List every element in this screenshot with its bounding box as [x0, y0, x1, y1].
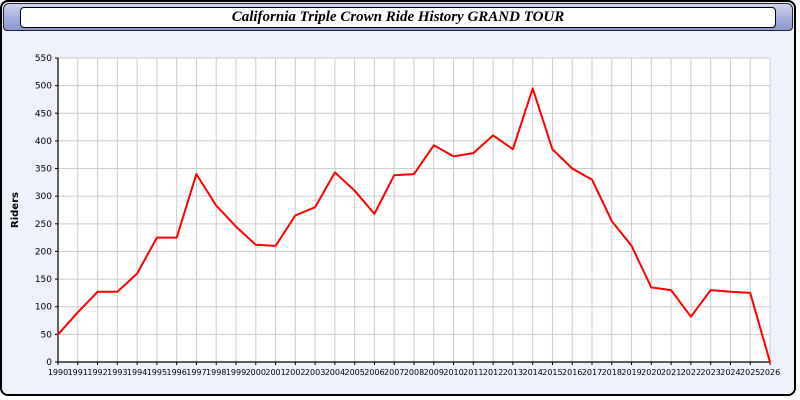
- x-tick-label: 2015: [542, 368, 562, 377]
- y-tick-label: 500: [35, 82, 52, 92]
- title-box: California Triple Crown Ride History GRA…: [19, 6, 777, 28]
- x-tick-label: 2020: [641, 368, 661, 377]
- x-tick-label: 2014: [522, 368, 542, 377]
- x-tick-label: 1996: [166, 368, 186, 377]
- y-axis-label: Riders: [10, 192, 21, 228]
- x-tick-label: 2021: [661, 368, 681, 377]
- x-tick-label: 2025: [740, 368, 760, 377]
- x-tick-label: 1994: [127, 368, 147, 377]
- x-tick-label: 1992: [87, 368, 107, 377]
- riders-series-line: [57, 87, 771, 363]
- y-tick-label: 150: [35, 275, 52, 285]
- x-tick-label: 2008: [404, 368, 424, 377]
- x-tick-label: 2011: [463, 368, 483, 377]
- x-tick-label: 2009: [424, 368, 444, 377]
- x-tick-label: 2013: [503, 368, 523, 377]
- y-tick-label: 250: [35, 220, 52, 230]
- y-tick-label: 550: [35, 54, 52, 64]
- x-tick-label: 2004: [325, 368, 345, 377]
- x-tick-label: 1995: [147, 368, 167, 377]
- x-tick-label: 1993: [107, 368, 127, 377]
- y-tick-label: 400: [35, 137, 52, 147]
- y-tick-label: 100: [35, 303, 52, 313]
- y-tick-label: 0: [46, 358, 52, 368]
- x-tick-label: 2017: [582, 368, 602, 377]
- x-tick-label: 1997: [186, 368, 206, 377]
- x-tick-label: 2019: [621, 368, 641, 377]
- x-tick-label: 2026: [760, 368, 780, 377]
- x-tick-label: 1990: [48, 368, 68, 377]
- x-tick-label: 1991: [68, 368, 88, 377]
- x-tick-label: 2012: [483, 368, 503, 377]
- x-tick-label: 2002: [285, 368, 305, 377]
- x-tick-label: 2018: [602, 368, 622, 377]
- x-tick-label: 2016: [562, 368, 582, 377]
- y-tick-label: 200: [35, 247, 52, 257]
- x-tick-label: 2022: [681, 368, 701, 377]
- y-tick-label: 300: [35, 192, 52, 202]
- x-tick-label: 1998: [206, 368, 226, 377]
- x-tick-label: 2007: [384, 368, 404, 377]
- x-tick-label: 2023: [700, 368, 720, 377]
- x-tick-label: 2006: [364, 368, 384, 377]
- x-tick-label: 2003: [305, 368, 325, 377]
- y-tick-label: 450: [35, 109, 52, 119]
- x-tick-label: 2024: [720, 368, 740, 377]
- page-title: California Triple Crown Ride History GRA…: [231, 8, 565, 25]
- y-tick-label: 50: [41, 330, 53, 340]
- x-tick-label: 2005: [344, 368, 364, 377]
- chart-panel: 1990 1991 1992 1993 1994 1995 1996 1997 1998 1999…: [6, 42, 794, 394]
- x-tick-label: 2001: [265, 368, 285, 377]
- title-bar: California Triple Crown Ride History GRA…: [3, 3, 793, 31]
- line-chart: 1990 1991 1992 1993 1994 1995 1996 1997 1998 1999…: [10, 54, 780, 377]
- x-tick-label: 2010: [443, 368, 463, 377]
- x-tick-label: 1999: [226, 368, 246, 377]
- x-tick-label: 2000: [246, 368, 266, 377]
- y-tick-label: 350: [35, 165, 52, 175]
